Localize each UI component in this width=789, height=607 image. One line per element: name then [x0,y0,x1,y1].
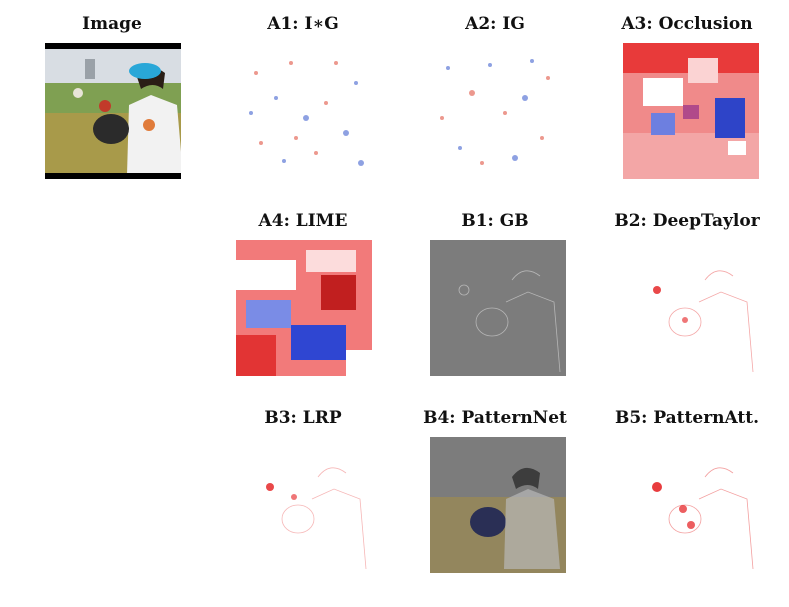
heatmap-a1 [236,43,372,179]
map-b1 [430,240,566,376]
heatmap-b2 [623,240,759,376]
panel-title-b4: B4: PatternNet [423,408,567,428]
heatmap-b5 [623,437,759,573]
panel-title-a2: A2: IG [465,14,525,34]
panel-title-b1: B1: GB [461,211,529,231]
panel-title-a4: A4: LIME [258,211,348,231]
heatmap-a4 [236,240,372,376]
heatmap-a2 [430,43,566,179]
input-photo [45,43,181,179]
map-b4 [430,437,566,573]
panel-title-a1: A1: I∗G [267,14,339,34]
panel-title-a3: A3: Occlusion [621,14,753,34]
heatmap-b3 [236,437,372,573]
panel-title-b3: B3: LRP [264,408,342,428]
panel-title-b5: B5: PatternAtt. [614,408,760,428]
panel-title-image: Image [82,14,142,34]
heatmap-a3 [623,43,759,179]
panel-title-b2: B2: DeepTaylor [614,211,760,231]
